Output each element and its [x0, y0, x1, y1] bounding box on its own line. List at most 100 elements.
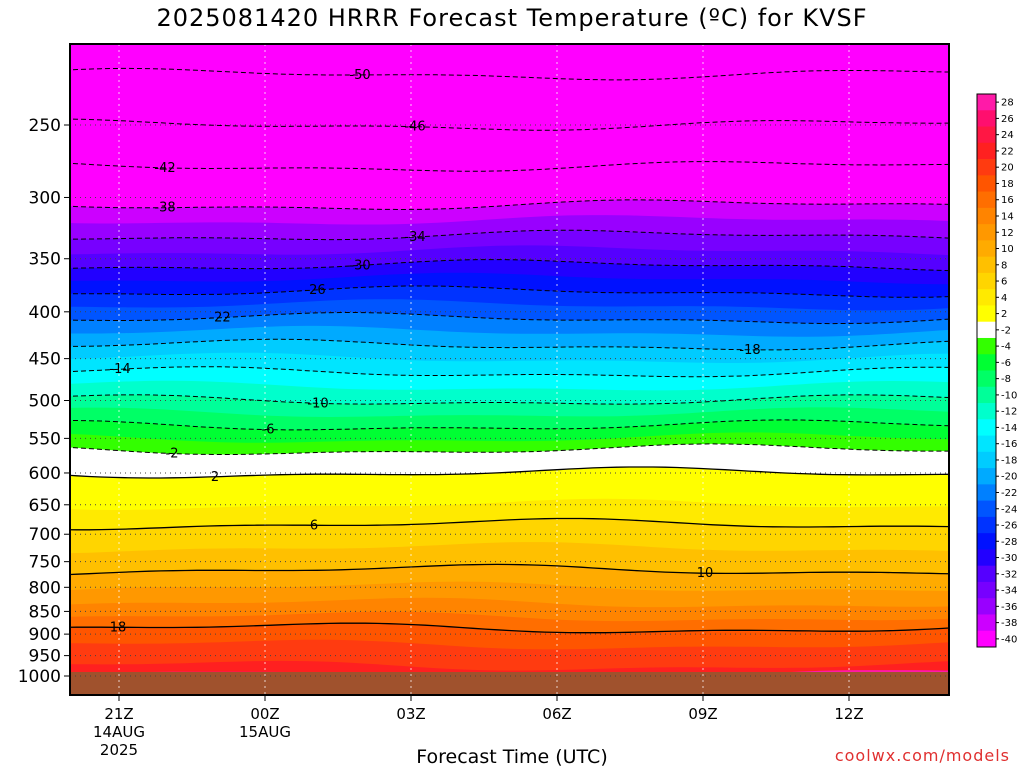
- y-tick-label-500: 500: [29, 392, 61, 412]
- colorbar-swatch--34: [977, 581, 996, 599]
- colorbar-label--30: -30: [1001, 553, 1017, 564]
- temperature-bands: [70, 44, 949, 695]
- isotherm--10: [70, 394, 949, 405]
- isotherm-label-2: 2: [211, 470, 219, 485]
- isotherm-label-10: 10: [697, 566, 714, 581]
- colorbar-swatch--2: [977, 321, 996, 339]
- colorbar-frame: [976, 93, 997, 648]
- isotherm-label-18: 18: [110, 620, 127, 635]
- colorbar-swatch--24: [977, 500, 996, 518]
- y-tick-label-1000: 1000: [18, 667, 61, 687]
- colorbar-swatch-26: [977, 110, 996, 127]
- x-tick-label-03Z: 03Z: [396, 705, 425, 723]
- y-tick-label-300: 300: [29, 188, 61, 208]
- colorbar-swatch--30: [977, 549, 996, 567]
- colorbar-label-22: 22: [1001, 146, 1014, 157]
- colorbar-label-2: 2: [1001, 309, 1007, 320]
- colorbar-label--16: -16: [1001, 439, 1017, 450]
- y-tick-label-400: 400: [29, 303, 61, 323]
- colorbar-swatch--8: [977, 370, 996, 388]
- colorbar-label--24: -24: [1001, 504, 1017, 515]
- isotherm-label--30: -30: [349, 258, 370, 273]
- colorbar-swatch-2: [977, 305, 996, 323]
- isotherm--18: [70, 338, 949, 351]
- colorbar-swatch--4: [977, 337, 996, 355]
- colorbar-swatch--28: [977, 533, 996, 550]
- isotherm-label--46: -46: [404, 120, 425, 135]
- isotherm-label--22: -22: [209, 311, 230, 326]
- x-tick-label-09Z: 09Z: [688, 705, 717, 723]
- credit-text: coolwx.com/models: [834, 746, 1010, 765]
- colorbar-swatch-18: [977, 175, 996, 192]
- colorbar-swatch-4: [977, 289, 996, 306]
- isotherm-label--6: -6: [262, 423, 275, 438]
- y-tick-label-350: 350: [29, 250, 61, 270]
- colorbar-swatch--22: [977, 484, 996, 502]
- colorbar-label-28: 28: [1001, 98, 1014, 109]
- isotherm-label--14: -14: [109, 362, 130, 377]
- colorbar-label--18: -18: [1001, 455, 1017, 466]
- isotherm-label--26: -26: [304, 283, 325, 298]
- colorbar-label--14: -14: [1001, 423, 1017, 434]
- isotherm-label--2: -2: [166, 447, 179, 462]
- colorbar-label--8: -8: [1001, 374, 1011, 385]
- isotherm-6: [70, 517, 949, 531]
- colorbar-swatch--18: [977, 451, 996, 469]
- colorbar-label--10: -10: [1001, 390, 1017, 401]
- isotherm-label--34: -34: [404, 230, 425, 245]
- isotherm--30: [70, 259, 949, 272]
- colorbar-swatch--16: [977, 435, 996, 453]
- isotherm-labels: -50-46-42-38-34-30-26-22-18-14-10-6-2261…: [109, 68, 760, 635]
- colorbar-swatch--36: [977, 598, 996, 615]
- colorbar-swatch-8: [977, 256, 996, 274]
- isotherm-label--50: -50: [349, 68, 370, 83]
- y-tick-label-650: 650: [29, 496, 61, 516]
- chart-title: 2025081420 HRRR Forecast Temperature (ºC…: [156, 4, 868, 32]
- colorbar-label--40: -40: [1001, 634, 1017, 645]
- colorbar-swatch--32: [977, 565, 996, 583]
- colorbar-swatch--12: [977, 403, 996, 420]
- colorbar-label--26: -26: [1001, 521, 1017, 532]
- colorbar-swatch-6: [977, 272, 996, 290]
- y-tick-label-600: 600: [29, 464, 61, 484]
- colorbar-swatch-24: [977, 126, 996, 144]
- colorbar-label--2: -2: [1001, 325, 1011, 336]
- isotherm--26: [70, 285, 949, 298]
- x-tick-sublabel-21Z-1: 2025: [100, 741, 138, 759]
- x-tick-label-12Z: 12Z: [834, 705, 863, 723]
- colorbar-swatch--38: [977, 614, 996, 632]
- colorbar-swatch-22: [977, 142, 996, 160]
- colorbar-swatch--14: [977, 419, 996, 436]
- isotherm--42: [70, 161, 949, 172]
- colorbar: 28 26 24 22 20 18 16 14 12 10 8 6 4 2 -2 -4 -6 -8 -10 -12 -1…: [976, 93, 1017, 648]
- y-tick-label-800: 800: [29, 578, 61, 598]
- colorbar-label-4: 4: [1001, 293, 1007, 304]
- y-tick-label-550: 550: [29, 429, 61, 449]
- colorbar-label-12: 12: [1001, 228, 1014, 239]
- colorbar-swatch-10: [977, 240, 996, 258]
- y-tick-label-700: 700: [29, 525, 61, 545]
- isotherm-10: [70, 563, 949, 576]
- colorbar-swatch-16: [977, 191, 996, 209]
- isotherm--46: [70, 118, 949, 131]
- x-tick-label-21Z: 21Z: [104, 705, 133, 723]
- y-tick-label-450: 450: [29, 350, 61, 370]
- y-tick-label-900: 900: [29, 625, 61, 645]
- colorbar-swatch--40: [977, 630, 996, 648]
- colorbar-label-16: 16: [1001, 195, 1014, 206]
- colorbar-swatch--10: [977, 386, 996, 404]
- y-tick-label-850: 850: [29, 602, 61, 622]
- y-tick-label-250: 250: [29, 116, 61, 136]
- colorbar-label--12: -12: [1001, 407, 1017, 418]
- colorbar-label-14: 14: [1001, 211, 1014, 222]
- colorbar-label-20: 20: [1001, 163, 1014, 174]
- colorbar-swatch-14: [977, 207, 996, 225]
- y-tick-label-750: 750: [29, 553, 61, 573]
- colorbar-label--20: -20: [1001, 472, 1017, 483]
- ground-layer: [70, 672, 949, 695]
- x-tick-sublabel-00Z-0: 15AUG: [239, 723, 291, 741]
- colorbar-label-8: 8: [1001, 260, 1007, 271]
- x-tick-sublabel-21Z-0: 14AUG: [93, 723, 145, 741]
- isotherm-lines: [70, 67, 949, 634]
